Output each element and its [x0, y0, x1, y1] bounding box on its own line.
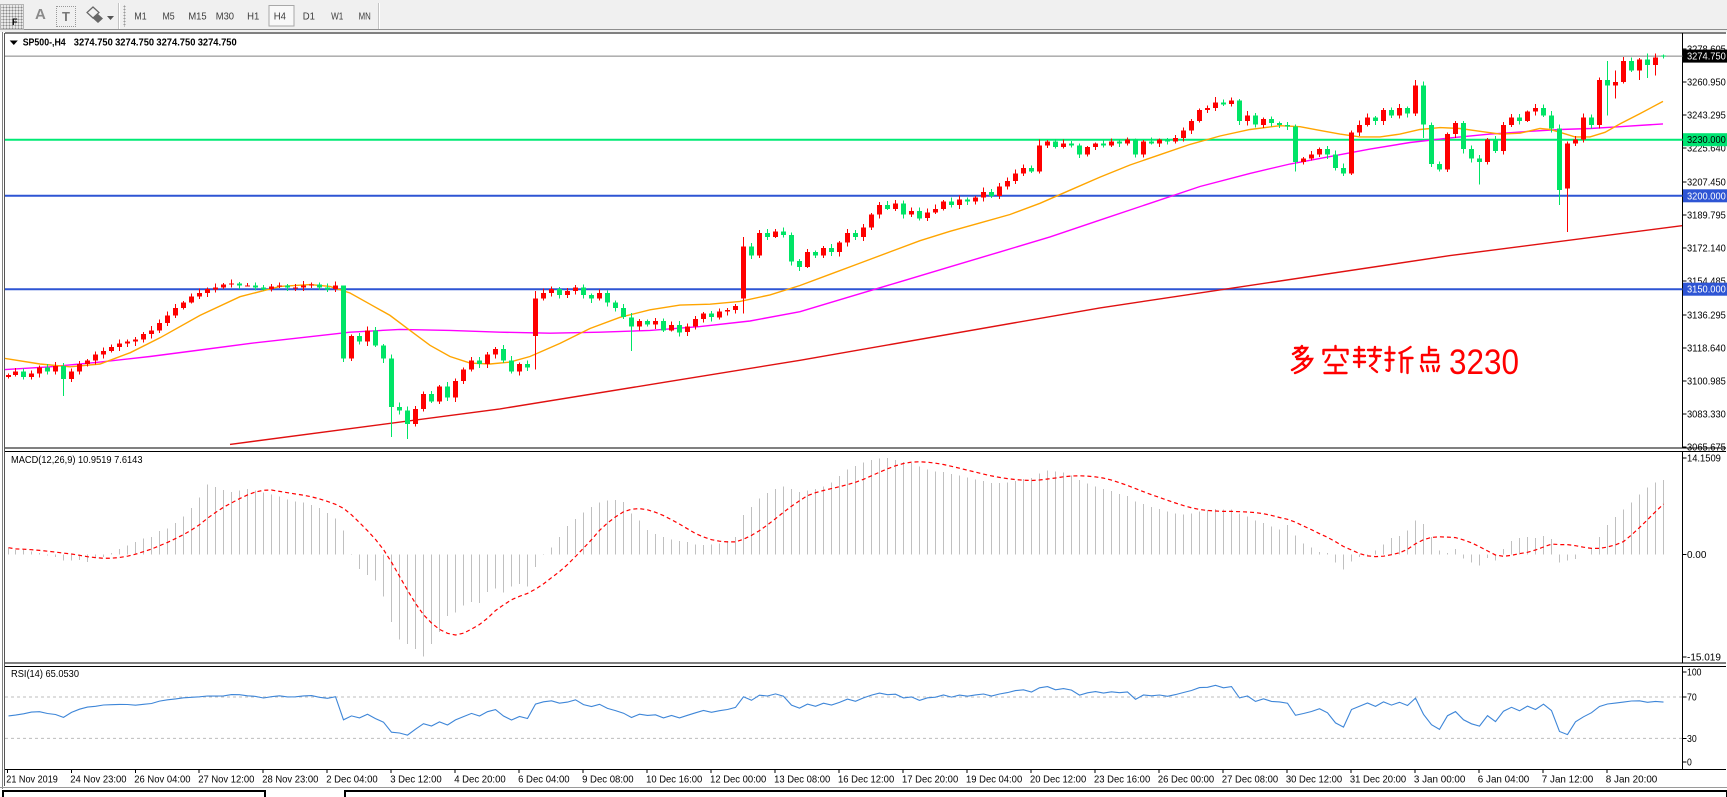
svg-text:H4: H4	[274, 11, 286, 23]
svg-text:30 Dec 12:00: 30 Dec 12:00	[1286, 774, 1342, 786]
svg-text:3100.985: 3100.985	[1687, 375, 1726, 387]
svg-text:3274.750: 3274.750	[198, 37, 237, 49]
svg-text:31 Dec 20:00: 31 Dec 20:00	[1350, 774, 1406, 786]
svg-text:M1: M1	[134, 11, 146, 23]
svg-text:3118.640: 3118.640	[1687, 342, 1726, 354]
svg-text:8 Jan 20:00: 8 Jan 20:00	[1606, 774, 1658, 786]
svg-text:6 Jan 04:00: 6 Jan 04:00	[1478, 774, 1530, 786]
svg-text:M30: M30	[216, 11, 234, 23]
svg-text:3200.000: 3200.000	[1687, 190, 1726, 202]
svg-text:10 Dec 16:00: 10 Dec 16:00	[646, 774, 702, 786]
svg-text:23 Dec 16:00: 23 Dec 16:00	[1094, 774, 1150, 786]
svg-text:19 Dec 04:00: 19 Dec 04:00	[966, 774, 1022, 786]
svg-text:70: 70	[1687, 692, 1697, 704]
svg-text:30: 30	[1687, 733, 1697, 745]
svg-text:26 Dec 00:00: 26 Dec 00:00	[1158, 774, 1214, 786]
svg-text:0: 0	[1687, 757, 1692, 769]
svg-text:12 Dec 00:00: 12 Dec 00:00	[710, 774, 766, 786]
svg-text:100: 100	[1687, 667, 1702, 679]
svg-text:4 Dec 20:00: 4 Dec 20:00	[454, 774, 506, 786]
svg-text:3274.750: 3274.750	[156, 37, 195, 49]
svg-text:3230.000: 3230.000	[1687, 134, 1726, 146]
svg-text:0.00: 0.00	[1687, 549, 1707, 561]
svg-text:D1: D1	[303, 11, 315, 23]
svg-text:M5: M5	[163, 11, 175, 23]
svg-text:3207.450: 3207.450	[1687, 176, 1726, 188]
svg-text:7 Jan 12:00: 7 Jan 12:00	[1542, 774, 1594, 786]
svg-text:28 Nov 23:00: 28 Nov 23:00	[262, 774, 318, 786]
svg-text:21 Nov 2019: 21 Nov 2019	[6, 774, 58, 786]
svg-text:3274.750: 3274.750	[1687, 51, 1726, 63]
svg-text:13 Dec 08:00: 13 Dec 08:00	[774, 774, 830, 786]
svg-text:14.1509: 14.1509	[1687, 453, 1721, 465]
svg-text:MN: MN	[359, 11, 371, 23]
svg-text:3136.295: 3136.295	[1687, 309, 1726, 321]
svg-text:M15: M15	[188, 11, 206, 23]
svg-text:27 Nov 12:00: 27 Nov 12:00	[198, 774, 254, 786]
svg-text:3274.750: 3274.750	[115, 37, 154, 49]
svg-text:16 Dec 12:00: 16 Dec 12:00	[838, 774, 894, 786]
svg-text:3083.330: 3083.330	[1687, 408, 1726, 420]
svg-text:-15.019: -15.019	[1687, 651, 1721, 663]
svg-text:3065.675: 3065.675	[1687, 441, 1726, 453]
svg-text:H1: H1	[247, 11, 259, 23]
svg-text:3172.140: 3172.140	[1687, 242, 1726, 254]
svg-text:3150.000: 3150.000	[1687, 284, 1726, 296]
svg-text:RSI(14) 65.0530: RSI(14) 65.0530	[11, 668, 79, 680]
svg-text:MACD(12,26,9) 10.9519 7.6143: MACD(12,26,9) 10.9519 7.6143	[11, 454, 143, 466]
svg-text:26 Nov 04:00: 26 Nov 04:00	[134, 774, 190, 786]
svg-text:3 Dec 12:00: 3 Dec 12:00	[390, 774, 442, 786]
svg-text:2 Dec 04:00: 2 Dec 04:00	[326, 774, 378, 786]
svg-text:3189.795: 3189.795	[1687, 209, 1726, 221]
svg-text:9 Dec 08:00: 9 Dec 08:00	[582, 774, 634, 786]
svg-text:W1: W1	[331, 11, 343, 23]
svg-text:SP500-,H4: SP500-,H4	[23, 37, 66, 49]
svg-text:27 Dec 08:00: 27 Dec 08:00	[1222, 774, 1278, 786]
svg-text:6 Dec 04:00: 6 Dec 04:00	[518, 774, 570, 786]
svg-text:3260.950: 3260.950	[1687, 76, 1726, 88]
svg-text:20 Dec 12:00: 20 Dec 12:00	[1030, 774, 1086, 786]
svg-text:3 Jan 00:00: 3 Jan 00:00	[1414, 774, 1466, 786]
svg-text:3230: 3230	[1449, 343, 1519, 382]
svg-text:17 Dec 20:00: 17 Dec 20:00	[902, 774, 958, 786]
svg-text:24 Nov 23:00: 24 Nov 23:00	[70, 774, 126, 786]
svg-text:3243.295: 3243.295	[1687, 109, 1726, 121]
svg-text:3274.750: 3274.750	[74, 37, 113, 49]
